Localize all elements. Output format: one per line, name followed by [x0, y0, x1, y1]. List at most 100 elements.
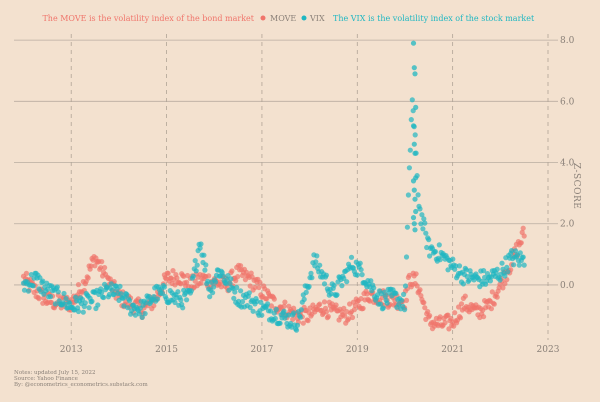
- vix-point: [184, 297, 190, 303]
- vix-point: [421, 216, 427, 222]
- vix-point: [89, 298, 95, 304]
- move-point: [300, 320, 306, 326]
- move-point: [229, 268, 235, 274]
- vix-point: [234, 284, 240, 291]
- legend-vix-marker: [301, 15, 307, 21]
- legend-vix-label: VIX: [309, 14, 325, 23]
- vix-point: [267, 308, 274, 314]
- move-point: [403, 297, 410, 303]
- vix-point: [402, 283, 409, 289]
- vix-point: [198, 241, 204, 247]
- vix-point: [109, 287, 115, 293]
- vix-point: [298, 307, 304, 313]
- move-point: [349, 314, 356, 321]
- vix-point: [410, 123, 417, 129]
- move-point: [174, 275, 180, 281]
- vix-point: [212, 279, 219, 285]
- vix-point: [227, 281, 233, 287]
- vix-point: [487, 278, 493, 284]
- move-point: [425, 309, 431, 315]
- vix-point: [328, 291, 334, 297]
- vix-point: [412, 227, 418, 233]
- vix-point: [399, 297, 405, 303]
- vix-point: [437, 257, 443, 263]
- vix-point: [516, 262, 522, 268]
- move-point: [437, 314, 443, 320]
- move-point: [317, 301, 323, 307]
- move-point: [233, 278, 239, 284]
- vix-point: [410, 178, 417, 184]
- vix-point: [202, 267, 208, 273]
- vix-point: [410, 40, 417, 46]
- y-tick-label: 6.0: [560, 97, 575, 107]
- vix-point: [228, 276, 234, 282]
- vix-point: [82, 300, 88, 306]
- vix-point: [407, 147, 413, 153]
- vix-point: [393, 290, 399, 296]
- vix-point: [194, 262, 200, 268]
- move-point: [98, 265, 104, 271]
- vix-point: [30, 283, 36, 289]
- vix-point: [418, 221, 424, 227]
- vix-point: [178, 297, 184, 303]
- note-source: Source: Yahoo Finance: [14, 376, 78, 382]
- vix-point: [309, 275, 315, 281]
- vix-point: [427, 253, 433, 259]
- vix-point: [246, 290, 252, 296]
- move-point: [351, 307, 357, 313]
- vix-point: [258, 299, 264, 305]
- notes: Notes: updated July 15, 2022 Source: Yah…: [14, 370, 148, 388]
- move-point: [521, 233, 527, 239]
- x-tick-label: 2015: [155, 345, 178, 355]
- vix-point: [453, 263, 459, 269]
- vix-point: [40, 278, 46, 284]
- move-point: [488, 306, 494, 312]
- vix-point: [146, 293, 152, 299]
- vix-point: [47, 294, 54, 300]
- vix-point: [75, 308, 82, 315]
- move-point: [458, 301, 465, 307]
- vix-point: [450, 256, 456, 262]
- vix-point: [220, 273, 226, 279]
- vix-point: [118, 291, 124, 297]
- move-point: [256, 284, 262, 291]
- vix-point: [124, 291, 130, 298]
- vix-point: [377, 301, 383, 307]
- vix-point: [505, 269, 511, 275]
- vix-point: [432, 249, 438, 255]
- move-point: [184, 279, 190, 285]
- vix-point: [188, 288, 194, 294]
- vix-point: [62, 301, 68, 307]
- move-point: [235, 274, 241, 280]
- move-point: [170, 268, 176, 274]
- vix-point: [236, 298, 242, 304]
- vix-point: [265, 301, 271, 307]
- vix-point: [412, 150, 418, 156]
- vix-point: [314, 253, 320, 259]
- vix-point: [308, 270, 314, 276]
- move-point: [494, 294, 500, 300]
- vix-point: [21, 287, 28, 293]
- vix-point: [517, 250, 523, 256]
- vix-point: [509, 248, 515, 254]
- vix-point: [297, 314, 303, 320]
- vix-point: [374, 292, 381, 298]
- vix-point: [155, 296, 161, 302]
- vix-point: [411, 221, 417, 227]
- move-point: [422, 305, 428, 311]
- move-point: [364, 291, 370, 297]
- vix-point: [344, 279, 350, 285]
- vix-point: [117, 283, 123, 289]
- legend: The MOVE is the volatility index of the …: [42, 14, 535, 23]
- move-point: [518, 240, 524, 246]
- vix-point: [402, 307, 408, 313]
- vix-point: [380, 305, 386, 311]
- x-tick-label: 2023: [537, 345, 560, 355]
- vix-point: [323, 272, 329, 278]
- move-point: [427, 313, 433, 319]
- move-point: [23, 270, 29, 276]
- vix-point: [317, 262, 323, 268]
- x-tick-label: 2019: [346, 345, 369, 355]
- vix-point: [286, 312, 292, 318]
- vix-point: [143, 300, 149, 306]
